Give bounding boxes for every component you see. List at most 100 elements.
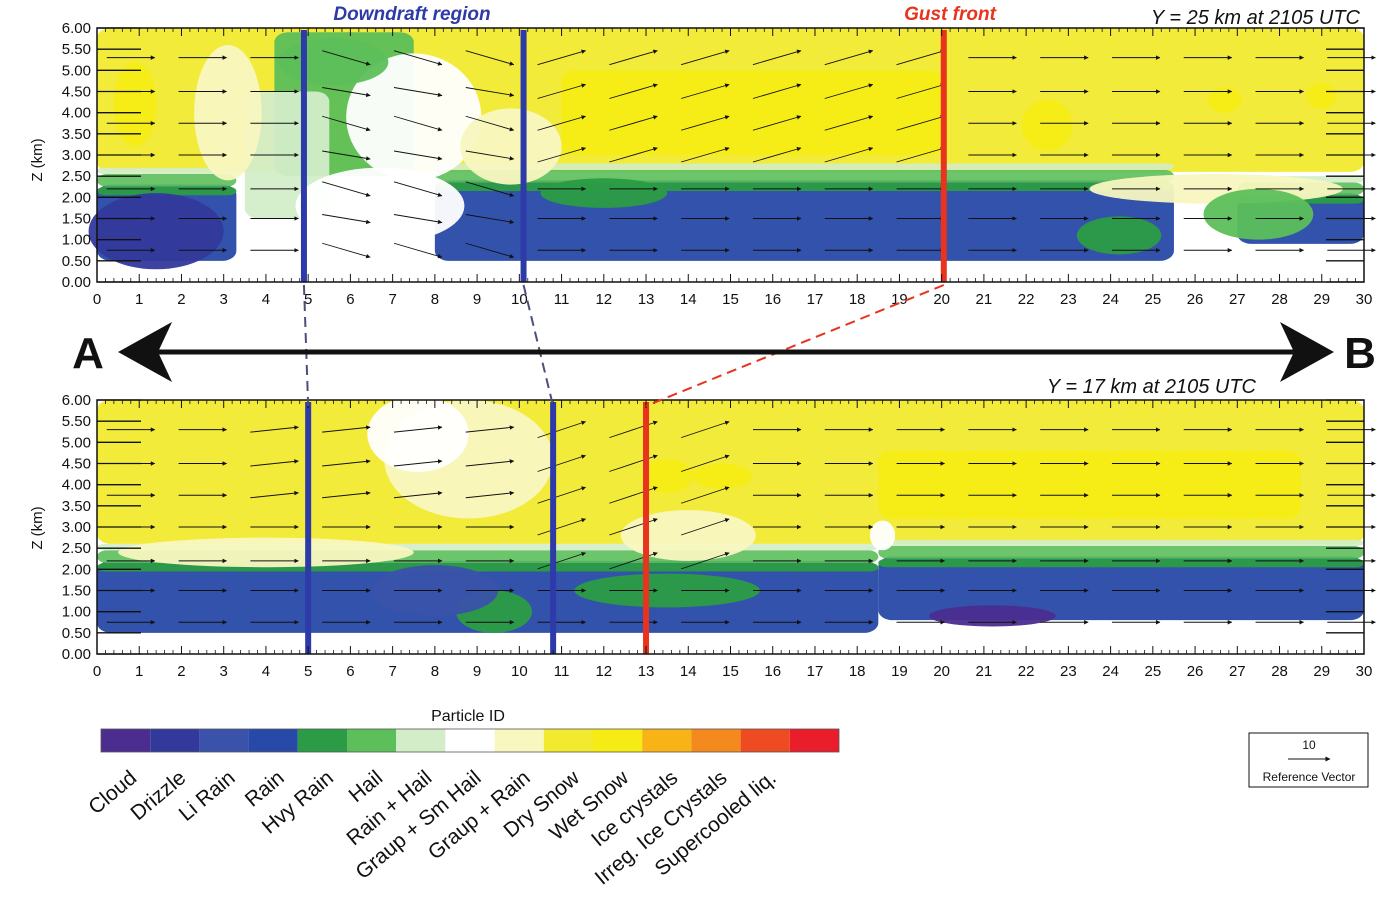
shade-hail-5: [278, 38, 389, 86]
x-tick-label: 30: [1356, 291, 1373, 308]
wind-vector: [322, 214, 371, 225]
region-rain-3: [878, 556, 1364, 621]
wind-vector: [465, 50, 515, 66]
y-tick-label: 2.00: [62, 561, 91, 578]
wind-vector: [465, 150, 515, 161]
wind-vector: [609, 420, 658, 439]
wind-vector: [609, 115, 658, 131]
wind-vector: [393, 181, 443, 197]
y-tick-label: 4.50: [62, 84, 91, 101]
wind-vector: [465, 181, 515, 197]
x-tick-label: 23: [1060, 291, 1077, 308]
wind-vector: [681, 486, 730, 504]
x-tick-label: 25: [1144, 291, 1161, 308]
y-tick-label: 3.00: [62, 519, 91, 536]
x-tick-label: 21: [976, 663, 993, 680]
shade-hvy-rain-12: [540, 178, 668, 208]
legend-label: Li Rain: [175, 766, 240, 826]
y-tick-label: 0.50: [62, 625, 91, 642]
wind-vector: [896, 49, 945, 66]
rain-top-hail-edge-1: [878, 546, 1364, 559]
wind-vector: [322, 181, 371, 197]
x-tick-label: 22: [1018, 663, 1035, 680]
x-tick-label: 27: [1229, 291, 1246, 308]
wind-vector: [393, 490, 443, 499]
x-tick-label: 5: [304, 291, 312, 308]
legend-swatch-drizzle: [150, 729, 200, 752]
direction-label-a: A: [72, 329, 104, 378]
wind-vector: [322, 50, 371, 66]
y-tick-label: 4.00: [62, 477, 91, 494]
y-tick-label: 2.50: [62, 168, 91, 185]
wind-vector: [896, 146, 945, 163]
wind-vector: [681, 49, 730, 66]
legend-swatch-li-rain: [199, 729, 249, 752]
reference-vector-box: 10 Reference Vector: [1248, 732, 1369, 788]
top-wind-vectors: [106, 49, 1376, 259]
wind-vector: [681, 420, 730, 439]
wind-vector: [824, 146, 874, 163]
shade-wet-snow-2: [113, 61, 157, 147]
wind-vector: [393, 87, 443, 98]
wind-vector: [537, 83, 586, 99]
wind-vector: [250, 459, 299, 467]
wind-vector: [465, 87, 515, 98]
top-chart-title: Y = 25 km at 2105 UTC: [1151, 7, 1361, 29]
wind-vector: [393, 242, 443, 259]
rain-top-hvy-edge-1: [878, 558, 1364, 568]
shade-wet-snow-7: [1207, 87, 1242, 113]
y-tick-label: 1.00: [62, 232, 91, 249]
y-tick-label: 4.00: [62, 105, 91, 122]
x-tick-label: 17: [807, 663, 824, 680]
x-tick-label: 16: [764, 291, 781, 308]
x-tick-label: 26: [1187, 291, 1204, 308]
wind-vector: [752, 115, 802, 131]
y-tick-label: 1.00: [62, 604, 91, 621]
x-tick-label: 9: [473, 291, 481, 308]
y-tick-label: 3.50: [62, 498, 91, 515]
x-tick-label: 4: [262, 291, 270, 308]
wind-vector: [681, 518, 730, 536]
wind-vector: [393, 459, 443, 467]
wind-vector: [752, 146, 802, 163]
bottom-panel: 0 1 2 3 4 5 6 7 8 9 10 11 12 13 14 15 16 17 18 19 20 21 22 23 24…: [29, 376, 1376, 680]
bottom-region-layer: [97, 395, 1364, 633]
legend-title: Particle ID: [431, 708, 505, 725]
wind-vector: [322, 425, 371, 433]
bottom-y-ticks: 0.00 0.50 1.00 1.50 2.00 2.50 3.00 3.50 4.00 4.50…: [62, 392, 1364, 663]
connector-line-2: [645, 284, 945, 407]
x-tick-label: 19: [891, 663, 908, 680]
shade-drizzle-11: [88, 193, 224, 270]
x-tick-label: 27: [1229, 663, 1246, 680]
wind-vector: [465, 490, 515, 499]
legend-swatch-rain-hail: [396, 729, 446, 752]
x-tick-label: 28: [1271, 291, 1288, 308]
x-tick-label: 1: [135, 663, 143, 680]
direction-arrow-left-head: [118, 322, 172, 382]
legend-swatch-irreg-ice-crystals: [691, 729, 741, 752]
wind-vector: [681, 115, 730, 131]
wind-vector: [752, 83, 802, 99]
shade-graup-rain-3: [194, 44, 262, 181]
y-tick-label: 0.50: [62, 253, 91, 270]
shade-graup-rain-5: [118, 537, 414, 568]
y-tick-label: 3.50: [62, 126, 91, 143]
wind-vector: [824, 49, 874, 66]
shade-graup-sm-hail-4: [295, 167, 465, 244]
x-tick-label: 0: [93, 663, 101, 680]
y-tick-label: 4.50: [62, 456, 91, 473]
x-tick-label: 20: [933, 663, 950, 680]
y-tick-label: 2.00: [62, 189, 91, 206]
y-tick-label: 5.50: [62, 413, 91, 430]
x-tick-label: 28: [1271, 663, 1288, 680]
wind-vector: [465, 242, 515, 259]
wind-vector: [896, 115, 945, 131]
bottom-annotation-lines: [305, 402, 650, 654]
top-region-layer: [88, 28, 1364, 270]
legend-swatch-ice-crystals: [642, 729, 692, 752]
shade-wet-snow-8: [1306, 83, 1337, 109]
legend-swatch-rain: [248, 729, 298, 752]
wind-vector: [322, 115, 371, 132]
